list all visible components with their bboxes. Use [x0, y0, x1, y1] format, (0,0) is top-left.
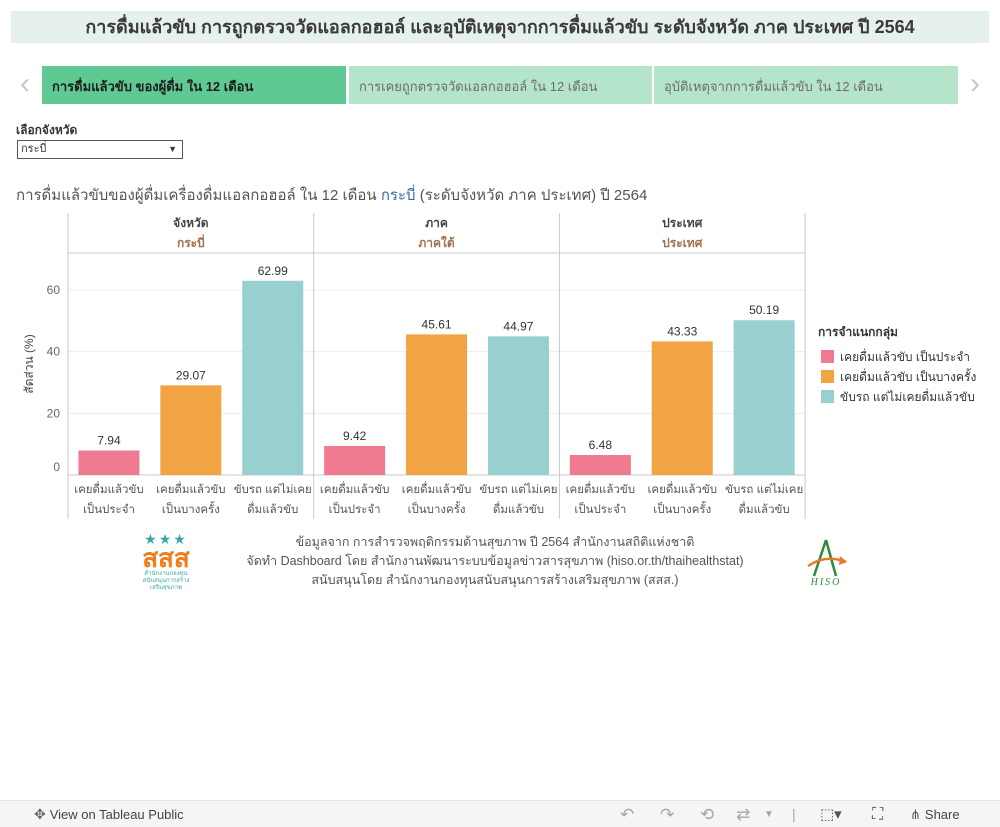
x-tick-label: เป็นบางครั้ง [408, 501, 466, 516]
thaihealth-logo-subtext: สำนักงานกองทุนสนับสนุนการสร้างเสริมสุขภา… [142, 571, 190, 591]
credit-source: ข้อมูลจาก การสำรวจพฤติกรรมด้านสุขภาพ ปี … [295, 535, 695, 549]
legend-item-regular[interactable]: เคยดื่มแล้วขับ เป็นประจำ [818, 348, 976, 368]
share-icon: ⋔ [910, 807, 921, 822]
chart-title-suffix: (ระดับจังหวัด ภาค ประเทศ) ปี 2564 [415, 187, 648, 204]
x-tick-label: ดื่มแล้วขับ [739, 501, 790, 516]
bar-value-label: 7.94 [97, 434, 121, 448]
panel-subheader: ประเทศ [662, 236, 703, 250]
x-tick-label: เคยดื่มแล้วขับ [74, 481, 144, 496]
legend-item-never[interactable]: ขับรถ แต่ไม่เคยดื่มแล้วขับ [818, 388, 976, 408]
legend: การจำแนกกลุ่ม เคยดื่มแล้วขับ เป็นประจำ เ… [818, 323, 976, 408]
tab-alcohol-testing[interactable]: การเคยถูกตรวจวัดแอลกอฮอล์ ใน 12 เดือน [349, 66, 652, 104]
bar-value-label: 6.48 [589, 438, 613, 452]
refresh-menu-chevron-icon[interactable]: ▼ [764, 809, 774, 820]
legend-swatch-never [821, 390, 834, 403]
share-button[interactable]: ⋔ Share [910, 801, 960, 827]
bar-value-label: 50.19 [749, 303, 779, 317]
panel-header: ภาค [425, 216, 448, 230]
province-filter-label: เลือกจังหวัด [16, 123, 78, 137]
tableau-icon: ✥ [34, 806, 46, 822]
fullscreen-icon[interactable]: ⛶ [872, 806, 884, 823]
toolbar-separator: | [792, 806, 796, 822]
undo-icon[interactable]: ↶ [620, 805, 635, 824]
bar [569, 455, 631, 475]
tab-drink-driving[interactable]: การดื่มแล้วขับ ของผู้ดื่ม ใน 12 เดือน [42, 66, 346, 104]
download-icon[interactable]: ⬚▾ [820, 806, 842, 823]
credits: ข้อมูลจาก การสำรวจพฤติกรรมด้านสุขภาพ ปี … [215, 533, 775, 590]
credit-sponsor: สนับสนุนโดย สำนักงานกองทุนสนับสนุนการสร้… [311, 573, 679, 587]
chart-title-prefix: การดื่มแล้วขับของผู้ดื่มเครื่องดื่มแอลกอ… [16, 187, 381, 204]
bar-value-label: 9.42 [343, 429, 367, 443]
thaihealth-logo: ★★★ สสส สำนักงานกองทุนสนับสนุนการสร้างเส… [133, 531, 199, 591]
panel-header: จังหวัด [173, 216, 209, 230]
revert-icon[interactable]: ⟲ [700, 805, 715, 824]
thaihealth-logo-text: สสส [142, 543, 190, 573]
x-tick-label: ดื่มแล้วขับ [493, 501, 544, 516]
x-tick-label: เคยดื่มแล้วขับ [156, 481, 226, 496]
tab-drink-driving-accidents[interactable]: อุบัติเหตุจากการดื่มแล้วขับ ใน 12 เดือน [654, 66, 958, 104]
y-tick-label: 60 [47, 283, 61, 297]
legend-swatch-sometimes [821, 370, 834, 383]
y-tick-label: 20 [47, 406, 61, 420]
view-on-tableau-button[interactable]: ✥ View on Tableau Public [34, 801, 184, 827]
hiso-logo-text: HISO [810, 577, 842, 588]
legend-label-sometimes: เคยดื่มแล้วขับ เป็นบางครั้ง [840, 370, 977, 384]
bar [78, 450, 140, 475]
prev-tab-arrow[interactable]: ‹ [20, 67, 30, 100]
legend-label-never: ขับรถ แต่ไม่เคยดื่มแล้วขับ [840, 390, 975, 404]
bar [406, 334, 468, 475]
x-tick-label: เป็นประจำ [574, 501, 626, 516]
bar [160, 385, 222, 475]
legend-swatch-regular [821, 350, 834, 363]
view-on-tableau-label: View on Tableau Public [49, 807, 184, 822]
x-tick-label: ขับรถ แต่ไม่เคย [234, 483, 312, 496]
x-tick-label: เป็นประจำ [83, 501, 135, 516]
bar-value-label: 62.99 [258, 264, 288, 278]
refresh-icon[interactable]: ⇄ [736, 805, 751, 824]
bar [733, 320, 795, 475]
panel-subheader: กระบี่ [177, 234, 205, 250]
province-select-value: กระบี่ [21, 143, 47, 155]
bar [324, 445, 386, 475]
panel-header: ประเทศ [662, 216, 703, 230]
legend-title: การจำแนกกลุ่ม [818, 325, 898, 339]
bar [242, 280, 304, 475]
bar-value-label: 29.07 [176, 368, 206, 382]
bar-value-label: 45.61 [422, 317, 452, 331]
chart-title-province: กระบี่ [380, 187, 416, 204]
x-tick-label: เคยดื่มแล้วขับ [320, 481, 390, 496]
star-icon: ★★★ [144, 531, 188, 547]
x-tick-label: ขับรถ แต่ไม่เคย [725, 483, 803, 496]
x-tick-label: เคยดื่มแล้วขับ [648, 481, 718, 496]
next-tab-arrow[interactable]: › [970, 67, 980, 100]
legend-item-sometimes[interactable]: เคยดื่มแล้วขับ เป็นบางครั้ง [818, 368, 976, 388]
tab-strip: ‹ การดื่มแล้วขับ ของผู้ดื่ม ใน 12 เดือน … [11, 66, 989, 104]
credit-producer: จัดทำ Dashboard โดย สำนักงานพัฒนาระบบข้อ… [246, 554, 744, 568]
share-label: Share [924, 807, 960, 822]
bar-value-label: 44.97 [503, 319, 533, 333]
tableau-toolbar: ✥ View on Tableau Public ↶ ↷ ⟲ ⇄ ▼ | ⬚▾ ⛶… [0, 800, 1000, 827]
bar [487, 336, 549, 475]
x-tick-label: เป็นบางครั้ง [162, 501, 220, 516]
x-tick-label: ขับรถ แต่ไม่เคย [479, 483, 557, 496]
x-tick-label: เคยดื่มแล้วขับ [566, 481, 636, 496]
province-select[interactable]: กระบี่ ▼ [17, 140, 183, 159]
chevron-down-icon: ▼ [168, 144, 177, 154]
y-tick-label: 40 [47, 345, 61, 359]
x-tick-label: เป็นประจำ [329, 501, 381, 516]
y-axis-label: สัดส่วน (%) [22, 334, 36, 393]
page-title: การดื่มแล้วขับ การถูกตรวจวัดแอลกอฮอล์ แล… [11, 11, 989, 43]
x-tick-label: เคยดื่มแล้วขับ [402, 481, 472, 496]
x-tick-label: เป็นบางครั้ง [653, 501, 711, 516]
x-tick-label: ดื่มแล้วขับ [247, 501, 298, 516]
redo-icon[interactable]: ↷ [660, 805, 675, 824]
hiso-logo: HISO [807, 539, 847, 588]
panel-subheader: ภาคใต้ [418, 235, 455, 250]
chart-title: การดื่มแล้วขับของผู้ดื่มเครื่องดื่มแอลกอ… [16, 183, 647, 207]
bar [651, 341, 713, 475]
legend-label-regular: เคยดื่มแล้วขับ เป็นประจำ [840, 350, 971, 364]
y-tick-label: 0 [53, 460, 60, 474]
bar-value-label: 43.33 [667, 324, 697, 338]
